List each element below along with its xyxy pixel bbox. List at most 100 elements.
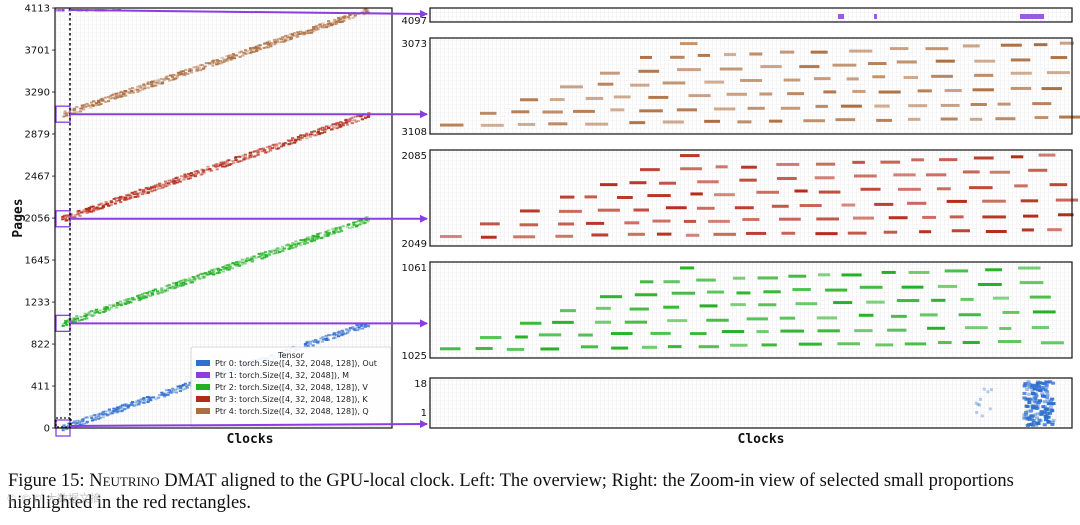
heat-cell — [798, 342, 822, 346]
heat-cell — [61, 9, 65, 12]
heat-cell — [736, 291, 751, 295]
heat-cell — [83, 416, 87, 419]
heat-cell — [708, 219, 730, 223]
heat-cell — [275, 144, 279, 147]
heat-cell — [308, 136, 313, 139]
heat-cell — [116, 96, 120, 99]
heat-cell — [213, 272, 217, 275]
heat-cell — [321, 129, 325, 132]
heat-cell — [578, 333, 593, 337]
heat-cell — [166, 393, 170, 396]
heat-cell — [137, 294, 141, 297]
heat-cell — [1043, 388, 1048, 392]
heat-cell — [163, 180, 168, 183]
heat-cell — [85, 313, 89, 316]
heat-cell — [799, 65, 820, 69]
zoom-grid — [430, 8, 1072, 22]
heat-cell — [145, 187, 149, 190]
heat-cell — [310, 133, 314, 136]
heat-cell — [357, 219, 361, 222]
heat-cell — [310, 30, 314, 33]
heat-cell — [202, 276, 207, 279]
heat-cell — [82, 108, 86, 111]
heat-cell — [219, 62, 223, 65]
heat-cell — [816, 316, 838, 320]
heat-cell — [249, 153, 253, 156]
heat-cell — [67, 422, 71, 425]
heat-cell — [1037, 386, 1042, 390]
heat-cell — [313, 235, 317, 238]
heat-cell — [235, 265, 239, 268]
heat-cell — [358, 223, 362, 226]
heat-cell — [251, 48, 255, 51]
heat-cell — [1014, 184, 1028, 188]
heat-cell — [264, 253, 268, 256]
heat-cell — [118, 94, 122, 97]
heat-cell — [237, 264, 242, 267]
heat-cell — [317, 237, 321, 240]
heat-cell — [263, 149, 267, 152]
heat-cell — [246, 157, 250, 160]
heat-cell — [215, 63, 219, 66]
heat-cell — [351, 116, 355, 119]
heat-cell — [150, 82, 154, 85]
heat-cell — [218, 164, 222, 167]
heat-cell — [146, 293, 150, 296]
heat-cell — [118, 303, 122, 306]
heat-cell — [1027, 392, 1032, 396]
heat-cell — [560, 195, 575, 199]
heat-cell — [339, 121, 343, 124]
heat-cell — [364, 8, 368, 11]
heat-cell — [891, 314, 907, 318]
heat-cell — [185, 175, 190, 178]
heat-cell — [1049, 397, 1054, 401]
heat-cell — [136, 90, 140, 93]
heat-cell — [132, 193, 136, 196]
heat-cell — [218, 268, 223, 271]
heat-cell — [321, 336, 325, 339]
heat-cell — [267, 40, 271, 43]
heat-cell — [560, 85, 583, 89]
heat-cell — [129, 301, 133, 304]
heat-cell — [323, 128, 327, 131]
heat-cell — [337, 16, 341, 19]
heat-cell — [542, 110, 563, 114]
heat-cell — [112, 410, 116, 413]
caption-system-name: Neutrino — [89, 471, 160, 491]
heat-cell — [1018, 266, 1041, 270]
heat-cell — [1031, 420, 1036, 424]
heat-cell — [96, 208, 100, 211]
heat-cell — [335, 229, 339, 232]
heat-cell — [291, 242, 295, 245]
heat-cell — [325, 337, 329, 340]
heat-cell — [195, 69, 199, 72]
heat-cell — [220, 56, 224, 59]
heat-cell — [172, 177, 176, 180]
heat-cell — [160, 291, 164, 294]
heat-cell — [327, 229, 331, 232]
heat-cell — [227, 268, 231, 271]
heat-cell — [325, 339, 329, 342]
heat-cell — [88, 313, 92, 316]
heat-cell — [327, 125, 331, 128]
y-axis-label: Pages — [11, 198, 26, 237]
heat-cell — [283, 34, 288, 37]
heat-cell — [331, 123, 335, 126]
heat-cell — [321, 236, 325, 239]
heat-cell — [355, 326, 360, 329]
heat-cell — [1027, 383, 1032, 387]
heat-cell — [361, 220, 365, 223]
heat-cell — [316, 233, 320, 236]
heat-cell — [286, 36, 290, 39]
heat-cell — [189, 172, 193, 175]
heat-cell — [538, 333, 562, 337]
heat-cell — [258, 44, 262, 47]
heat-cell — [100, 207, 104, 210]
heat-cell — [124, 405, 128, 408]
heat-cell — [162, 395, 167, 398]
zoom-grid — [430, 150, 1072, 246]
heat-cell — [120, 197, 124, 200]
heat-cell — [958, 313, 981, 317]
heat-cell — [908, 270, 930, 274]
heat-cell — [126, 302, 130, 305]
